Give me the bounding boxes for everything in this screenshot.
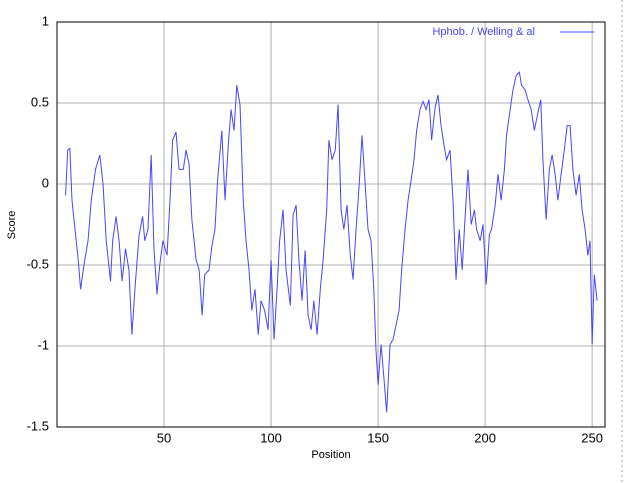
- plot-frame: [56, 21, 606, 428]
- y-tick-label: -1: [37, 337, 49, 352]
- x-tick-label: 50: [157, 430, 171, 445]
- x-tick-label: 150: [367, 430, 389, 445]
- x-tick-label: 100: [260, 430, 282, 445]
- y-axis-label: Score: [6, 211, 18, 240]
- data-line: [65, 71, 598, 413]
- y-tick-label: 1: [42, 13, 49, 28]
- y-tick-label: -0.5: [27, 256, 49, 271]
- legend-label: Hphob. / Welling & al: [432, 26, 535, 38]
- y-tick-label: 0.5: [31, 94, 49, 109]
- x-axis-label: Position: [311, 449, 350, 461]
- y-tick-label: -1.5: [27, 418, 49, 433]
- x-tick-label: 250: [581, 430, 603, 445]
- y-tick-label: 0: [42, 175, 49, 190]
- x-tick-label: 200: [474, 430, 496, 445]
